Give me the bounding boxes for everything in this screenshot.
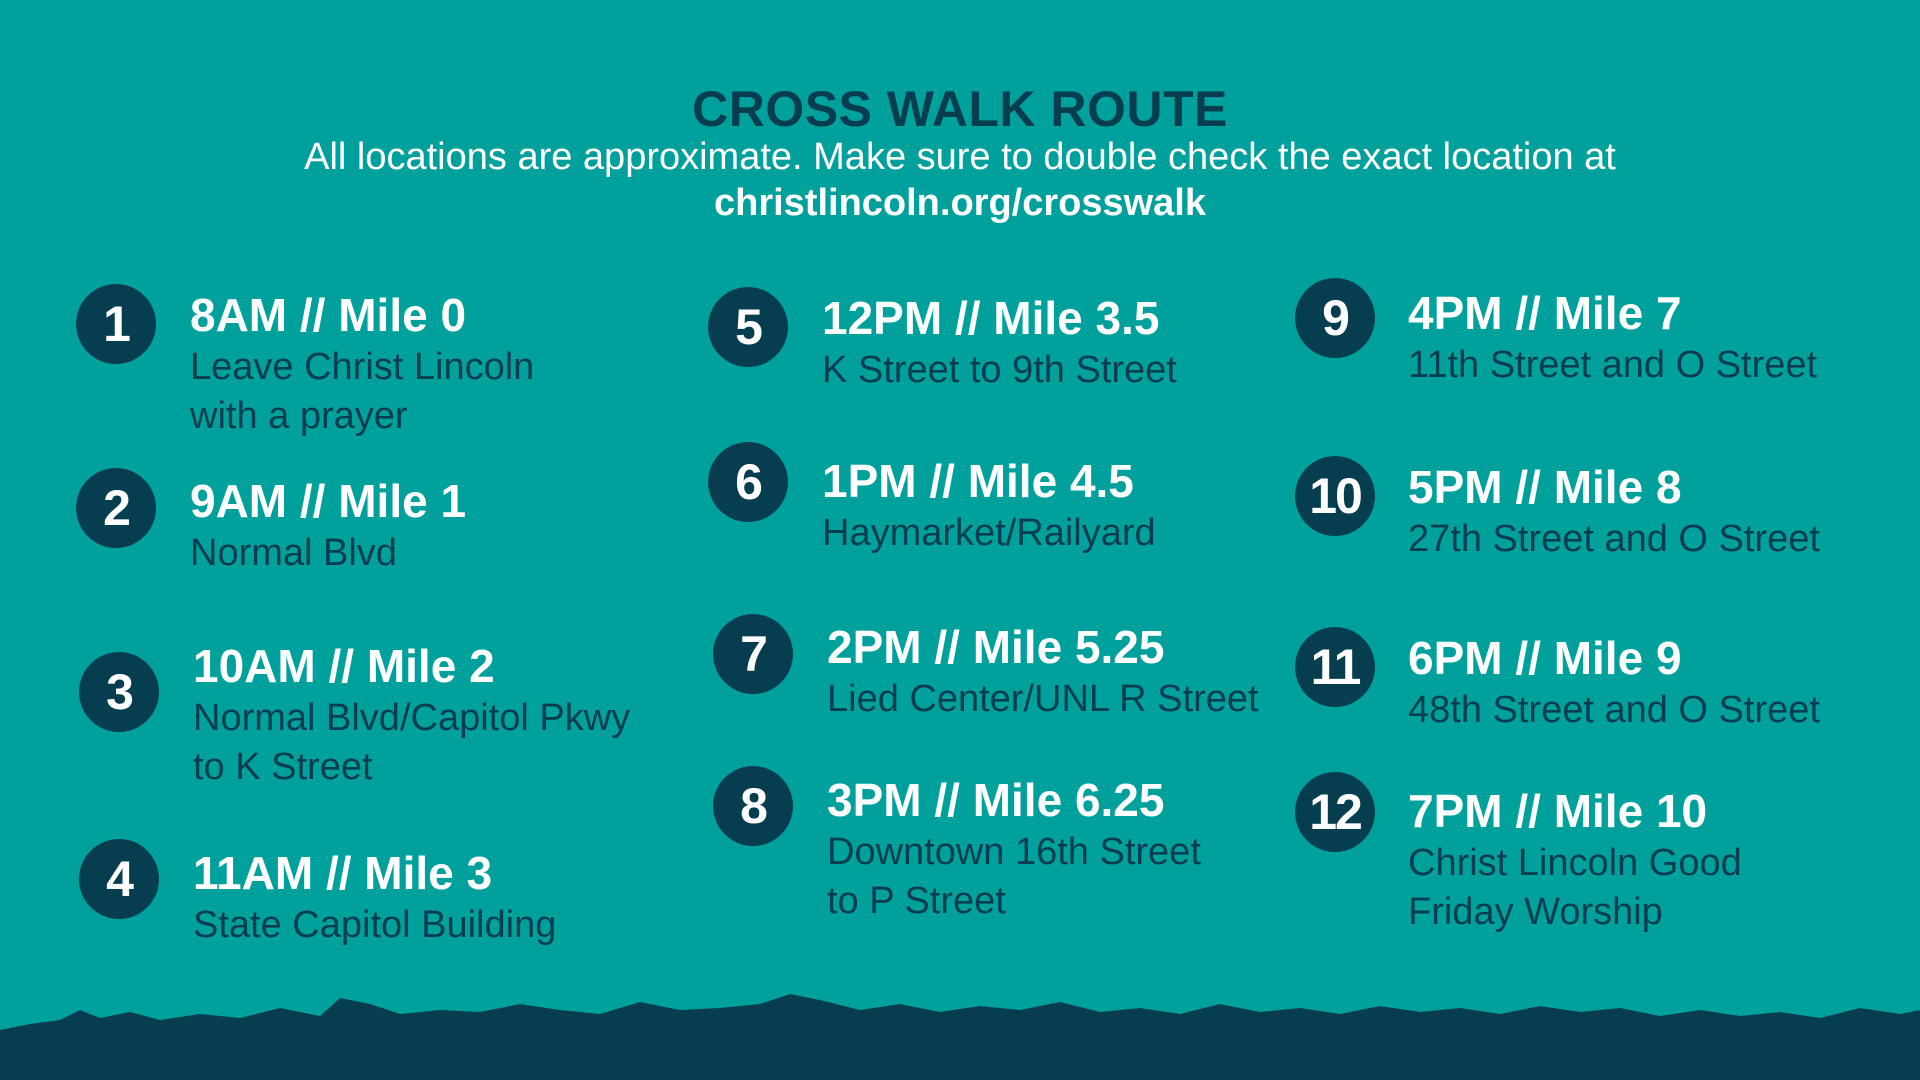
stop-number-badge: 1 [76, 284, 156, 364]
route-stop: 1PM // Mile 4.5 Haymarket/Railyard [822, 453, 1156, 558]
stop-time-mile: 12PM // Mile 3.5 [822, 292, 1160, 344]
stop-number-badge: 2 [76, 468, 156, 548]
stop-location: 11th Street and O Street [1408, 344, 1818, 386]
route-stop: 4PM // Mile 7 11th Street and O Street [1408, 285, 1817, 390]
website-url: christlincoln.org/crosswalk [713, 182, 1207, 224]
stop-number-badge: 7 [713, 614, 793, 694]
stop-location: Downtown 16th Street to P Street [827, 831, 1201, 922]
stop-number-badge: 9 [1295, 278, 1375, 358]
stop-time-mile: 6PM // Mile 9 [1408, 632, 1682, 684]
route-stop: 2PM // Mile 5.25 Lied Center/UNL R Street [827, 619, 1259, 724]
mountain-silhouette [0, 994, 1920, 1080]
stop-time-mile: 1PM // Mile 4.5 [822, 455, 1134, 507]
stop-location: Normal Blvd [190, 532, 397, 574]
route-stop: 9AM // Mile 1 Normal Blvd [190, 473, 466, 578]
route-stop: 3PM // Mile 6.25 Downtown 16th Street to … [827, 772, 1201, 926]
stop-number-badge: 6 [708, 442, 788, 522]
stop-number-badge: 8 [713, 766, 793, 846]
stop-time-mile: 8AM // Mile 0 [190, 289, 467, 341]
stop-number-badge: 10 [1295, 456, 1375, 536]
stop-time-mile: 5PM // Mile 8 [1408, 461, 1682, 513]
stop-location: Haymarket/Railyard [822, 512, 1156, 554]
stop-number-badge: 12 [1295, 772, 1375, 852]
stop-number-badge: 11 [1295, 627, 1375, 707]
stop-location: Normal Blvd/Capitol Pkwy to K Street [193, 697, 631, 788]
stop-time-mile: 9AM // Mile 1 [190, 475, 467, 527]
stop-time-mile: 11AM // Mile 3 [193, 847, 493, 899]
route-stop: 5PM // Mile 8 27th Street and O Street [1408, 459, 1820, 564]
stop-location: Leave Christ Lincoln with a prayer [190, 346, 535, 437]
stop-time-mile: 4PM // Mile 7 [1408, 287, 1682, 339]
stop-time-mile: 10AM // Mile 2 [193, 640, 495, 692]
route-stop: 8AM // Mile 0 Leave Christ Lincoln with a… [190, 287, 534, 441]
stop-time-mile: 7PM // Mile 10 [1408, 785, 1708, 837]
stop-location: K Street to 9th Street [822, 349, 1177, 391]
subtitle: All locations are approximate. Make sure… [304, 136, 1616, 178]
stop-location: 27th Street and O Street [1408, 518, 1820, 560]
stop-location: Christ Lincoln Good Friday Worship [1408, 842, 1742, 933]
stop-number-badge: 5 [708, 287, 788, 367]
stop-time-mile: 2PM // Mile 5.25 [827, 621, 1165, 673]
page-title: CROSS WALK ROUTE [692, 81, 1228, 137]
stop-location: State Capitol Building [193, 904, 557, 946]
route-stop: 10AM // Mile 2 Normal Blvd/Capitol Pkwy t… [193, 638, 630, 792]
route-stop: 7PM // Mile 10 Christ Lincoln Good Friday… [1408, 783, 1742, 937]
route-stop: 11AM // Mile 3 State Capitol Building [193, 845, 556, 950]
stop-number-badge: 4 [79, 839, 159, 919]
stop-number-badge: 3 [79, 652, 159, 732]
stop-time-mile: 3PM // Mile 6.25 [827, 774, 1165, 826]
route-stop: 12PM // Mile 3.5 K Street to 9th Street [822, 290, 1177, 395]
stop-location: 48th Street and O Street [1408, 689, 1820, 731]
stop-location: Lied Center/UNL R Street [827, 678, 1259, 720]
route-stop: 6PM // Mile 9 48th Street and O Street [1408, 630, 1820, 735]
